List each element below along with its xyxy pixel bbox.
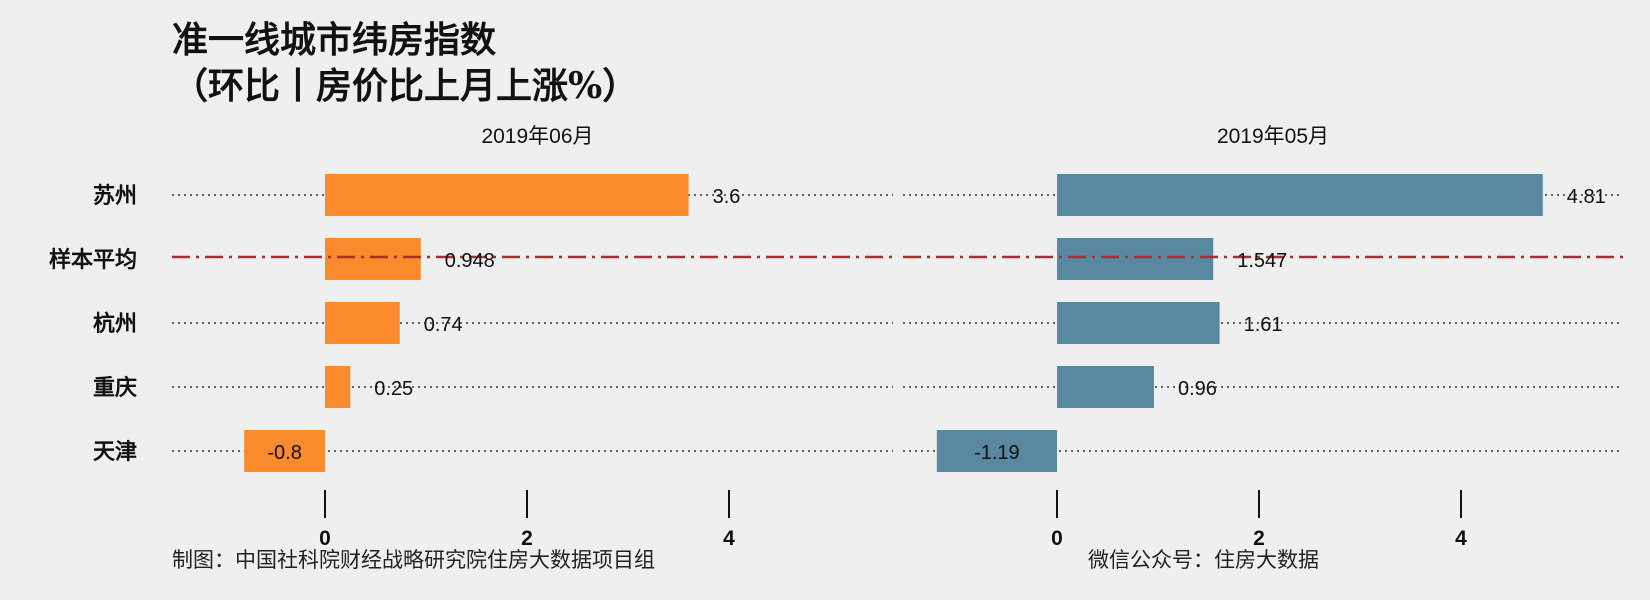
bar <box>244 430 325 472</box>
bar <box>325 302 400 344</box>
bar <box>325 366 351 408</box>
category-label: 天津 <box>93 439 137 465</box>
category-label: 样本平均 <box>49 247 137 273</box>
x-tick-label: 0 <box>1051 527 1063 550</box>
value-label: 0.948 <box>445 250 495 272</box>
bar <box>1057 302 1220 344</box>
value-label: -1.19 <box>974 442 1020 464</box>
category-label: 苏州 <box>93 183 137 209</box>
x-tick-label: 4 <box>723 527 735 550</box>
x-tick-label: 2 <box>521 527 533 550</box>
panel-strip-label: 2019年06月 <box>481 125 593 148</box>
x-tick-label: 2 <box>1253 527 1265 550</box>
bar <box>325 174 689 216</box>
value-label: 0.25 <box>374 378 413 400</box>
value-label: 1.547 <box>1237 250 1287 272</box>
bar <box>1057 238 1214 280</box>
bar <box>1057 366 1154 408</box>
value-label: 0.96 <box>1178 378 1217 400</box>
value-label: 3.6 <box>713 186 741 208</box>
value-label: 1.61 <box>1244 314 1283 336</box>
caption-left: 制图：中国社科院财经战略研究院住房大数据项目组 <box>172 548 655 572</box>
bar <box>936 430 1057 472</box>
category-label: 杭州 <box>93 311 137 337</box>
chart-title-line1: 准一线城市纬房指数 <box>172 19 496 61</box>
panel-strip-label: 2019年05月 <box>1217 125 1329 148</box>
value-label: 4.81 <box>1567 186 1606 208</box>
x-tick-label: 4 <box>1455 527 1467 550</box>
bar <box>1057 174 1543 216</box>
value-label: -0.8 <box>267 442 301 464</box>
chart-title-line2: （环比丨房价比上月上涨%） <box>172 65 638 107</box>
category-label: 重庆 <box>93 375 137 401</box>
value-label: 0.74 <box>424 314 463 336</box>
bar <box>325 238 421 280</box>
x-tick-label: 0 <box>319 527 331 550</box>
panel-1: 2019年05月 4.81 1.547 1.61 0.96 -1.19 0 2 4 <box>903 125 1623 550</box>
caption-right: 微信公众号：住房大数据 <box>1088 548 1319 572</box>
